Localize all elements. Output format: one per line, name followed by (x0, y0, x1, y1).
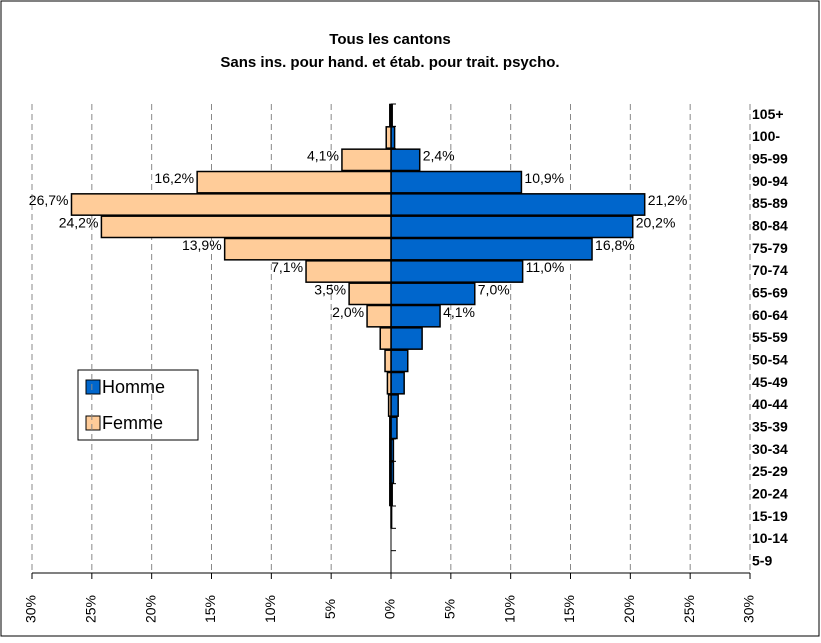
bar (379, 327, 392, 350)
legend: Homme Femme (77, 369, 199, 441)
x-tick-label: 10% (501, 595, 517, 623)
legend-swatch (85, 415, 101, 431)
data-label: 20,2% (636, 215, 676, 231)
y-tick-label: 20-24 (752, 486, 788, 502)
data-label: 11,0% (526, 259, 565, 275)
y-tick-label: 90-94 (752, 173, 788, 189)
bar (384, 349, 392, 373)
y-tick-label: 95-99 (752, 151, 788, 167)
chart-title: Tous les cantons (329, 31, 450, 48)
bar (390, 148, 421, 172)
x-tick-label: 20% (142, 595, 158, 623)
bar (196, 170, 392, 194)
y-tick-label: 50-54 (752, 352, 788, 368)
bar (390, 416, 398, 440)
data-label: 2,0% (332, 304, 364, 320)
legend-label: Femme (102, 413, 163, 433)
data-label: 26,7% (29, 192, 69, 208)
bar (390, 170, 523, 194)
x-tick-label: 15% (202, 595, 218, 623)
data-label: 24,2% (59, 215, 99, 231)
x-tick-label: 15% (561, 595, 577, 623)
bar (305, 260, 392, 283)
x-tick-label: 25% (83, 595, 99, 623)
y-tick-label: 10-14 (752, 530, 788, 546)
bar (100, 215, 392, 239)
y-tick-label: 75-79 (752, 240, 788, 256)
x-tick-label: 5% (322, 599, 338, 619)
y-tick-label: 105+ (752, 106, 784, 122)
y-tick-label: 80-84 (752, 218, 788, 234)
bar (390, 237, 593, 261)
x-tick-label: 0% (382, 599, 398, 619)
data-label: 4,1% (443, 304, 475, 320)
data-label: 7,1% (271, 259, 303, 275)
bar (390, 394, 399, 417)
chart-subtitle: Sans ins. pour hand. et étab. pour trait… (220, 54, 559, 71)
y-tick-label: 85-89 (752, 195, 788, 211)
legend-label: Homme (102, 377, 165, 397)
data-label: 2,4% (423, 148, 455, 164)
x-tick-label: 20% (621, 595, 637, 623)
x-tick-label: 30% (741, 595, 757, 623)
y-tick-label: 65-69 (752, 285, 788, 301)
bar (390, 215, 634, 239)
data-label: 4,1% (307, 148, 339, 164)
y-tick-label: 40-44 (752, 396, 788, 412)
bar (390, 349, 409, 373)
bar (385, 126, 392, 149)
x-tick-label: 30% (23, 595, 39, 623)
bar (390, 282, 476, 306)
bar (366, 304, 392, 328)
y-tick-label: 55-59 (752, 329, 788, 345)
y-tick-label: 70-74 (752, 262, 788, 278)
bar (348, 282, 392, 306)
y-tick-label: 30-34 (752, 441, 788, 457)
x-tick-label: 5% (442, 599, 458, 619)
data-label: 16,8% (595, 237, 635, 253)
bar (390, 193, 646, 216)
y-tick-label: 100- (752, 128, 780, 144)
bar (341, 148, 392, 172)
bar (390, 371, 405, 395)
y-tick-label: 25-29 (752, 463, 788, 479)
bar (223, 237, 392, 261)
y-tick-label: 15-19 (752, 508, 788, 524)
data-label: 13,9% (182, 237, 222, 253)
bar (386, 371, 392, 395)
bar (390, 260, 524, 283)
bar (70, 193, 392, 216)
y-tick-label: 5-9 (752, 553, 772, 569)
y-tick-label: 60-64 (752, 307, 788, 323)
x-tick-label: 25% (681, 595, 697, 623)
y-tick-label: 45-49 (752, 374, 788, 390)
bar (390, 327, 423, 350)
data-label: 10,9% (524, 170, 564, 186)
data-label: 21,2% (648, 192, 688, 208)
legend-swatch (85, 379, 101, 395)
data-label: 3,5% (314, 282, 346, 298)
bar (390, 304, 441, 328)
y-tick-label: 35-39 (752, 419, 788, 435)
x-tick-label: 10% (262, 595, 278, 623)
data-label: 7,0% (478, 282, 510, 298)
data-label: 16,2% (154, 170, 194, 186)
